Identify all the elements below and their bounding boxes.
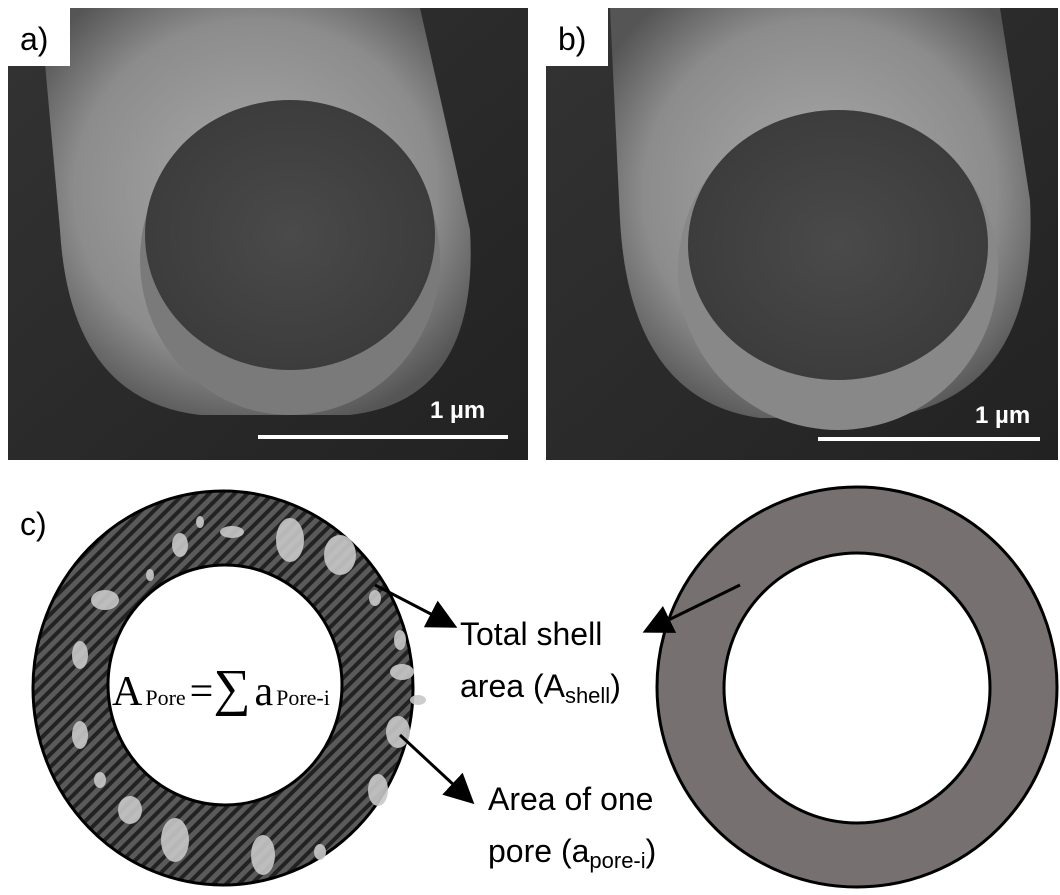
pore	[94, 772, 106, 788]
pore	[172, 533, 188, 557]
sem-panel-b: b) 1 µm	[546, 8, 1058, 460]
pore	[324, 535, 356, 575]
pore	[369, 590, 381, 606]
panel-label: a)	[20, 21, 48, 57]
shell-label: area (Ashell)	[460, 668, 621, 708]
pore	[72, 721, 88, 749]
sem-panel-a: a) 1 µm	[8, 8, 528, 460]
pore	[276, 518, 304, 562]
panel-label: c)	[20, 506, 47, 542]
pore	[368, 774, 388, 806]
pore	[220, 526, 244, 538]
pore-label: pore (apore-i)	[488, 833, 656, 873]
scale-bar-label: 1 µm	[430, 397, 485, 424]
core	[724, 553, 990, 823]
pore	[196, 516, 204, 528]
pore-label: Area of one	[488, 781, 653, 817]
pore	[386, 716, 410, 748]
pore	[314, 844, 326, 860]
shell-label: Total shell	[460, 616, 602, 652]
pore	[146, 569, 154, 581]
pore	[161, 818, 189, 862]
figure: a) 1 µm b) 1 µm c) APore=∑aPore-i Total …	[0, 0, 1060, 895]
arrow	[400, 735, 470, 800]
pore	[394, 630, 406, 650]
scale-bar-label: 1 µm	[975, 402, 1030, 429]
pore	[390, 664, 414, 680]
pore	[72, 641, 88, 669]
page: {"panels": [{"label": "a)", "scale_bar":…	[0, 0, 1060, 895]
pore	[91, 590, 119, 610]
pore	[410, 695, 426, 705]
pore	[118, 796, 142, 824]
panel-label: b)	[558, 21, 586, 57]
pore	[251, 835, 275, 875]
